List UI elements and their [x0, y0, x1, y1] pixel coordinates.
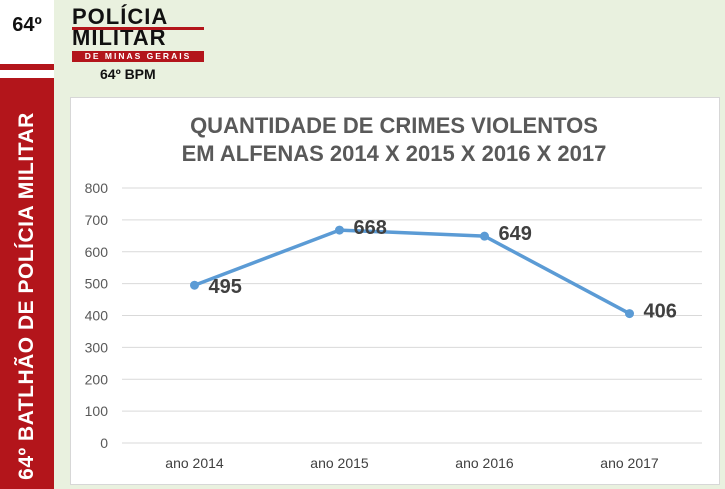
data-label: 649 [499, 223, 532, 245]
chart-panel [70, 97, 720, 485]
logo-red-bar [72, 27, 204, 30]
y-axis-ticks: 0 100 200 300 400 500 600 700 800 [85, 180, 109, 451]
series-line [192, 228, 632, 316]
y-tick-label: 200 [85, 371, 109, 387]
logo-line-1: POLÍCIA [72, 4, 169, 29]
series-layer: 495 668 649 406 [190, 217, 677, 323]
y-tick-label: 0 [100, 435, 108, 451]
policia-militar-logo: POLÍCIA MILITAR DE MINAS GERAIS [72, 6, 204, 62]
data-point [190, 280, 199, 290]
x-tick-label: ano 2017 [600, 455, 659, 471]
red-stripe [0, 64, 54, 70]
chart-title-line-1: QUANTIDADE DE CRIMES VIOLENTOS [190, 113, 598, 138]
chart-title-line-2: EM ALFENAS 2014 X 2015 X 2016 X 2017 [181, 141, 607, 166]
battalion-badge-number: 64º [12, 14, 42, 36]
logo-line-2: MILITAR [72, 25, 167, 50]
data-label: 406 [644, 301, 677, 323]
x-axis-ticks: ano 2014 ano 2015 ano 2016 ano 2017 [165, 455, 659, 471]
x-tick-label: ano 2015 [310, 455, 369, 471]
y-tick-label: 500 [85, 276, 109, 292]
y-tick-label: 800 [85, 180, 109, 196]
grid-lines [122, 187, 702, 444]
chart-title: QUANTIDADE DE CRIMES VIOLENTOS EM ALFENA… [70, 112, 718, 168]
data-point [335, 225, 344, 235]
y-tick-label: 100 [85, 403, 109, 419]
red-band [0, 78, 54, 489]
data-point [480, 231, 489, 241]
x-tick-label: ano 2016 [455, 455, 514, 471]
y-tick-label: 600 [85, 244, 109, 260]
data-point [625, 309, 634, 319]
white-stripe [0, 70, 54, 78]
data-label: 495 [209, 276, 242, 298]
y-tick-label: 400 [85, 308, 109, 324]
battalion-badge [0, 0, 54, 64]
unit-label: 64º BPM [100, 66, 156, 82]
data-label: 668 [354, 217, 387, 239]
logo-subtitle: DE MINAS GERAIS [72, 51, 204, 62]
sidebar-band: 64º 64º BATLHÃO DE POLÍCIA MILITAR [0, 0, 54, 489]
y-tick-label: 300 [85, 339, 109, 355]
x-tick-label: ano 2014 [165, 455, 224, 471]
y-tick-label: 700 [85, 212, 109, 228]
